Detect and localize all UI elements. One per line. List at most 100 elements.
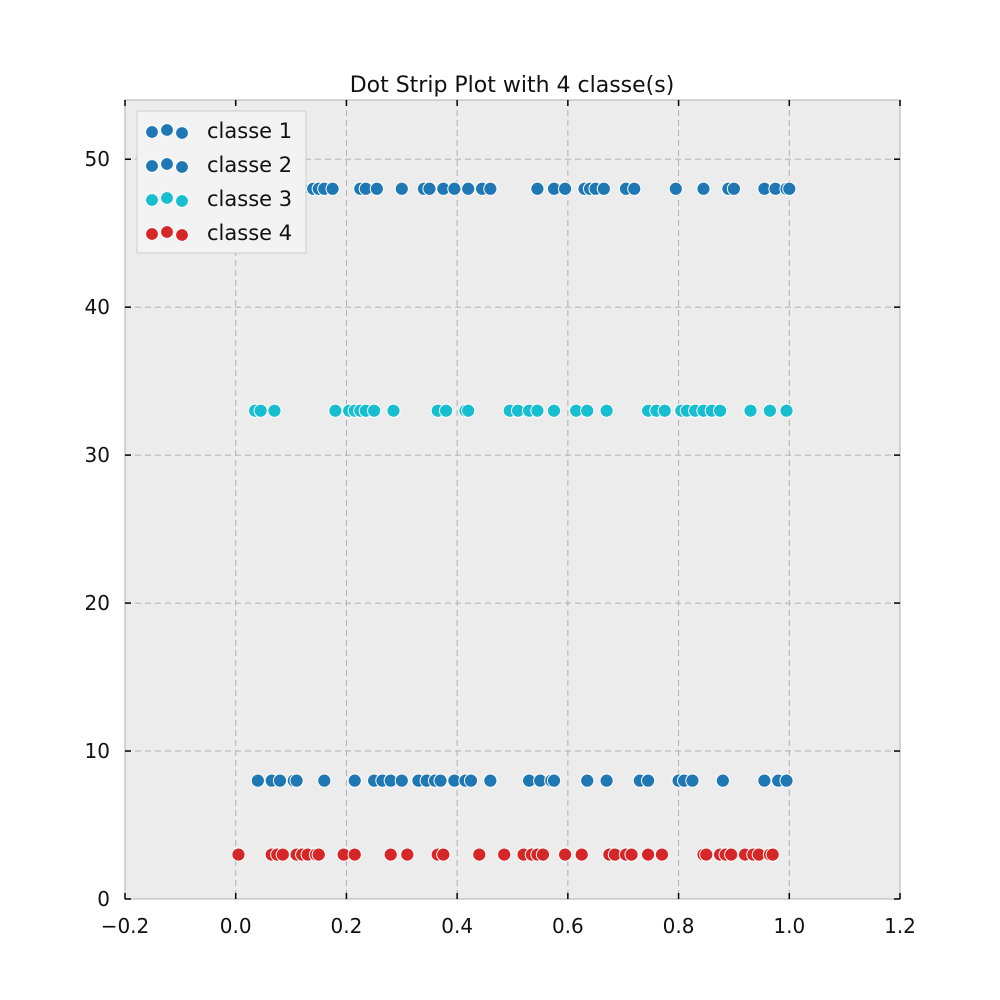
data-point-series-1 (596, 181, 611, 196)
data-point-series-1 (557, 181, 573, 196)
data-point-series-3 (367, 403, 382, 418)
data-point-series-3 (546, 403, 562, 418)
data-point-series-4 (624, 847, 639, 862)
x-tick-label: 0.4 (441, 914, 473, 938)
data-point-series-4 (765, 847, 780, 862)
data-point-series-4 (436, 847, 451, 862)
data-point-series-4 (231, 847, 246, 862)
data-point-series-3 (530, 403, 545, 418)
legend-marker (175, 228, 189, 242)
data-point-series-1 (394, 181, 409, 196)
data-point-series-4 (347, 847, 362, 862)
y-tick-label: 40 (85, 295, 110, 319)
legend: classe 1 classe 2 classe 3 classe 4 (136, 110, 307, 254)
data-point-series-1 (422, 181, 437, 196)
data-point-series-4 (724, 847, 739, 862)
y-tick-label: 20 (85, 591, 110, 615)
x-tick-label: −0.2 (101, 914, 150, 938)
legend-marker (175, 160, 189, 174)
legend-marker (145, 193, 159, 207)
legend-marker (175, 194, 189, 208)
legend-label: classe 1 (207, 119, 292, 143)
data-point-series-3 (328, 403, 343, 418)
data-point-series-4 (557, 847, 573, 862)
data-point-series-2 (289, 773, 304, 788)
y-tick-label: 50 (85, 147, 110, 171)
y-tick-label: 0 (97, 887, 110, 911)
legend-label: classe 3 (207, 187, 292, 211)
y-tick-label: 10 (85, 739, 110, 763)
data-point-series-1 (627, 181, 642, 196)
data-point-series-1 (369, 181, 384, 196)
data-point-series-2 (641, 773, 656, 788)
data-point-series-4 (383, 847, 398, 862)
data-point-series-3 (762, 403, 778, 418)
legend-marker (160, 123, 174, 137)
data-point-series-2 (757, 773, 772, 788)
data-point-series-2 (685, 773, 700, 788)
legend-marker (145, 159, 159, 173)
data-point-series-3 (657, 403, 672, 418)
data-point-series-3 (386, 403, 401, 418)
legend-marker (145, 125, 159, 139)
data-point-series-3 (779, 403, 794, 418)
data-point-series-2 (394, 773, 409, 788)
data-point-series-2 (779, 773, 794, 788)
data-point-series-4 (472, 847, 487, 862)
data-point-series-4 (497, 847, 512, 862)
data-point-series-2 (546, 773, 562, 788)
legend-marker (160, 225, 174, 239)
data-point-series-2 (483, 773, 498, 788)
x-tick-label: 0.0 (220, 914, 252, 938)
axis-ticks: −0.2 0.0 0.2 0.4 0.6 0.8 1.0 1.2 0 10 20 30 40 50 (85, 100, 916, 938)
data-point-series-2 (347, 773, 362, 788)
data-point-series-1 (668, 181, 683, 196)
data-point-series-1 (483, 181, 498, 196)
data-point-series-4 (311, 847, 326, 862)
data-point-series-2 (599, 773, 614, 788)
legend-marker (145, 227, 159, 241)
data-point-series-3 (712, 403, 728, 418)
data-point-series-2 (317, 773, 332, 788)
x-tick-label: 0.2 (331, 914, 363, 938)
x-tick-label: 0.6 (552, 914, 584, 938)
data-point-series-4 (654, 847, 670, 862)
data-point-series-2 (250, 773, 265, 788)
data-point-series-1 (447, 181, 462, 196)
legend-marker (175, 126, 189, 140)
data-point-series-1 (726, 181, 742, 196)
data-point-series-3 (253, 403, 268, 418)
data-point-series-1 (530, 181, 545, 196)
legend-label: classe 2 (207, 153, 292, 177)
data-point-series-3 (438, 403, 454, 418)
legend-marker (160, 157, 174, 171)
data-point-series-2 (433, 773, 448, 788)
x-tick-label: 1.2 (884, 914, 916, 938)
x-tick-label: 1.0 (773, 914, 805, 938)
data-point-series-3 (599, 403, 614, 418)
data-point-series-3 (580, 403, 595, 418)
data-point-series-4 (574, 847, 589, 862)
chart-title: Dot Strip Plot with 4 classe(s) (350, 73, 675, 98)
data-point-series-2 (272, 773, 288, 788)
data-point-series-4 (275, 847, 290, 862)
y-tick-label: 30 (85, 443, 110, 467)
data-point-series-4 (400, 847, 415, 862)
data-point-series-1 (325, 181, 340, 196)
data-points (231, 181, 797, 862)
data-point-series-4 (535, 847, 551, 862)
legend-label: classe 4 (207, 221, 292, 245)
data-point-series-1 (461, 181, 476, 196)
data-point-series-2 (580, 773, 595, 788)
legend-marker (160, 191, 174, 205)
data-point-series-3 (267, 403, 282, 418)
data-point-series-2 (463, 773, 479, 788)
data-point-series-4 (641, 847, 656, 862)
data-point-series-2 (715, 773, 730, 788)
data-point-series-1 (782, 181, 797, 196)
data-point-series-3 (743, 403, 758, 418)
data-point-series-4 (699, 847, 714, 862)
x-tick-label: 0.8 (663, 914, 695, 938)
data-point-series-3 (461, 403, 476, 418)
